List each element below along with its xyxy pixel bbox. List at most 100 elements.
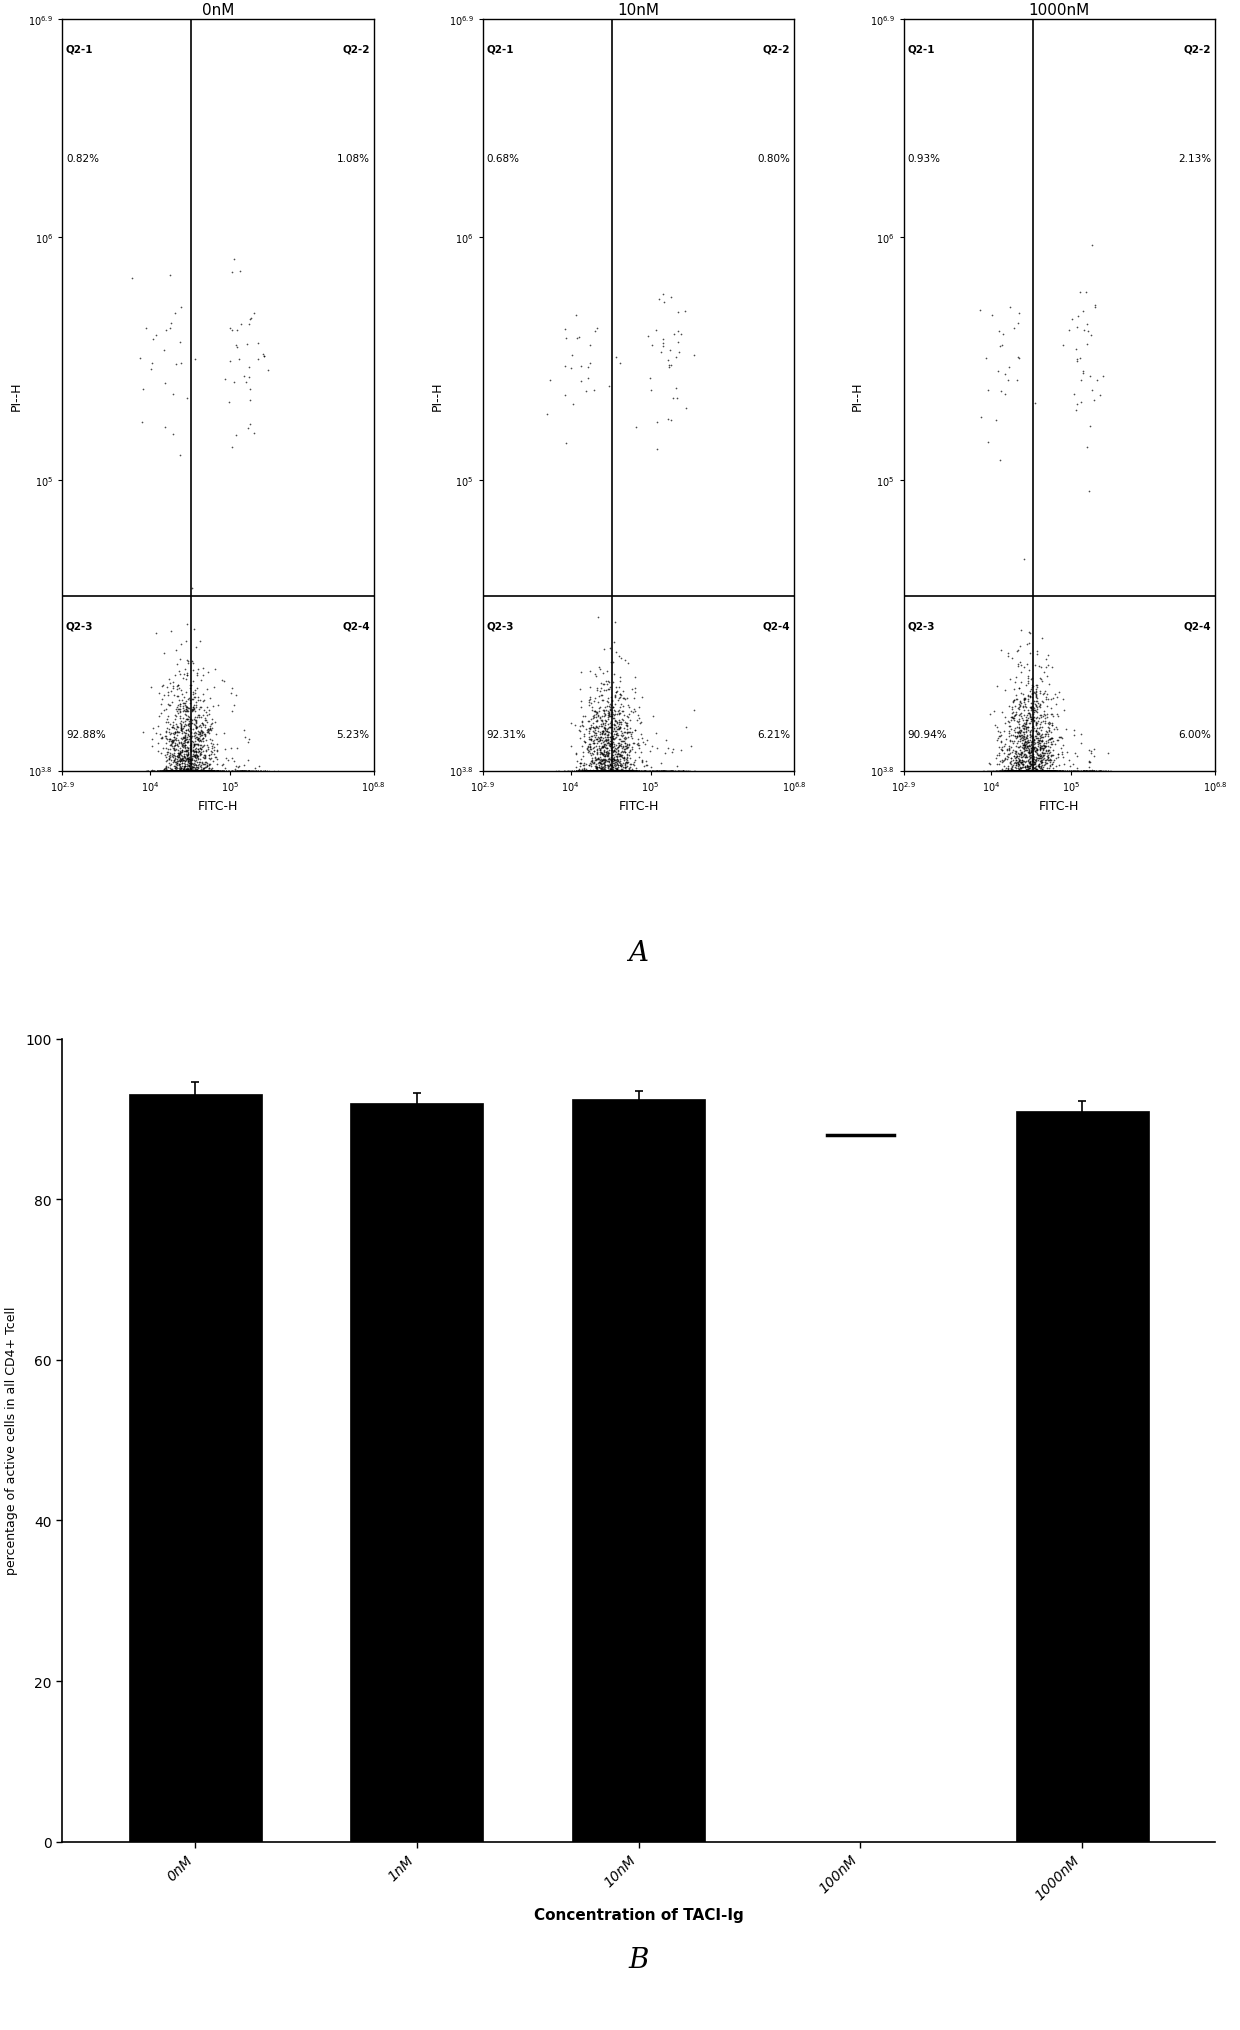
Point [613,755,632,788]
Point [1080,755,1100,788]
Point [614,682,634,715]
Point [1023,733,1043,765]
Point [1012,755,1032,788]
Point [668,327,688,359]
Point [590,672,610,704]
Point [589,755,609,788]
Point [1006,755,1025,788]
Point [242,755,262,788]
Point [582,747,601,780]
Point [180,755,200,788]
Point [603,755,622,788]
Point [170,755,190,788]
Point [181,755,201,788]
Point [170,690,190,723]
Point [1023,755,1043,788]
Point [595,755,615,788]
Point [619,755,639,788]
Point [172,755,192,788]
Point [594,755,614,788]
Point [167,755,187,788]
Point [1039,755,1059,788]
Point [1027,733,1047,765]
Point [254,755,274,788]
Point [608,753,627,786]
Point [186,755,206,788]
Point [197,755,217,788]
Point [181,755,201,788]
Point [187,755,207,788]
Point [166,755,186,788]
Point [1021,755,1040,788]
Point [1017,755,1037,788]
Point [197,715,217,747]
Point [1039,715,1059,747]
Point [1038,755,1058,788]
Point [182,755,202,788]
Point [1050,755,1070,788]
Point [201,755,221,788]
Point [601,755,621,788]
Point [1040,755,1060,788]
Point [187,755,207,788]
Point [577,755,596,788]
Point [233,755,253,788]
Point [1016,710,1035,743]
Point [174,755,193,788]
Point [243,755,263,788]
Point [587,755,606,788]
Point [591,733,611,765]
Point [179,751,198,784]
Point [167,755,187,788]
Point [1030,727,1050,759]
Point [1021,755,1040,788]
Point [582,710,601,743]
Point [570,749,590,782]
Point [1017,755,1037,788]
Point [588,755,608,788]
Point [208,755,228,788]
Point [596,755,616,788]
Point [171,753,191,786]
Point [585,755,605,788]
Point [177,755,197,788]
Point [175,755,195,788]
Point [169,755,188,788]
Point [1025,650,1045,682]
Point [179,725,198,757]
Point [605,755,625,788]
Point [174,755,193,788]
Point [172,684,192,717]
Point [184,755,203,788]
Point [1022,755,1042,788]
Point [222,743,242,775]
Point [1089,755,1109,788]
Point [172,743,192,775]
Point [1033,755,1053,788]
Point [1075,755,1095,788]
Point [1028,755,1048,788]
Point [1022,725,1042,757]
Point [568,755,588,788]
Point [609,755,629,788]
Point [202,755,222,788]
Point [996,755,1016,788]
Point [1037,755,1056,788]
Point [580,755,600,788]
Point [181,755,201,788]
Point [167,755,187,788]
Point [1028,755,1048,788]
Point [610,755,630,788]
Point [1027,755,1047,788]
Point [595,755,615,788]
Point [590,721,610,753]
Point [618,755,637,788]
Point [598,749,618,782]
Point [1050,755,1070,788]
Point [584,755,604,788]
Point [1019,737,1039,769]
Point [179,755,198,788]
Point [200,694,219,727]
Point [167,755,187,788]
Point [1017,725,1037,757]
